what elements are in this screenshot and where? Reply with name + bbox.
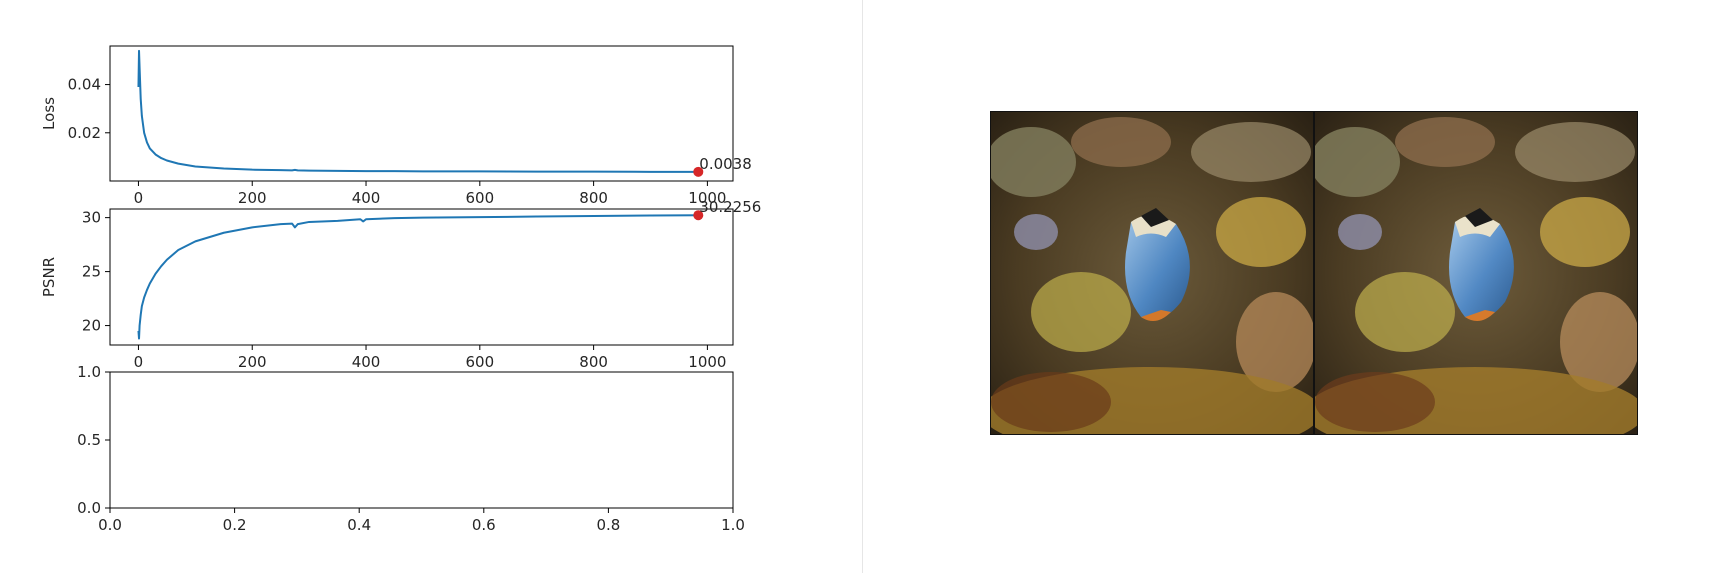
x-tick-label: 200: [238, 189, 267, 207]
y-axis-label: PSNR: [40, 257, 58, 297]
y-tick-label: 30: [82, 209, 101, 227]
final-value-label: 30.2256: [699, 198, 761, 216]
final-value-label: 0.0038: [699, 155, 752, 173]
x-tick-label: 0.4: [347, 516, 371, 534]
x-tick-label: 0: [134, 353, 144, 371]
reconstruction-image: [990, 111, 1314, 435]
final-value-marker: [693, 166, 704, 177]
final-value-marker: [693, 210, 704, 221]
axes-frame: [109, 45, 734, 182]
chart-2: 0 200 400 600 800 1000 20 25 30 PSNR 30.2256: [40, 198, 761, 371]
chart-3: 0.0 0.2 0.4 0.6 0.8 1.0 0.0 0.5 1.0: [77, 363, 745, 534]
y-tick-label: 0.04: [68, 76, 101, 94]
x-tick-label: 400: [352, 189, 381, 207]
image-comparison: [990, 111, 1638, 436]
y-tick-label: 0.02: [68, 124, 101, 142]
x-tick-label: 600: [465, 189, 494, 207]
x-tick-label: 600: [465, 353, 494, 371]
x-tick-label: 200: [238, 353, 267, 371]
target-image: [1314, 111, 1638, 435]
series-line-1: [137, 49, 699, 173]
y-tick-label: 25: [82, 263, 101, 281]
x-tick-label: 0.2: [223, 516, 247, 534]
y-tick-label: 0.0: [77, 499, 101, 517]
chart-1: 0 200 400 600 800 1000 0.02 0.04 Loss 0.0038: [40, 45, 752, 207]
axes-frame: [109, 208, 734, 346]
y-tick-label: 0.5: [77, 431, 101, 449]
y-tick-label: 20: [82, 317, 101, 335]
x-tick-label: 400: [352, 353, 381, 371]
x-tick-label: 1.0: [721, 516, 745, 534]
x-tick-label: 1000: [688, 189, 726, 207]
x-tick-label: 800: [579, 189, 608, 207]
y-axis-label: Loss: [40, 97, 58, 130]
y-tick-label: 1.0: [77, 363, 101, 381]
series-line-1: [137, 214, 699, 340]
x-tick-label: 0.8: [596, 516, 620, 534]
x-tick-label: 0.6: [472, 516, 496, 534]
x-tick-label: 1000: [688, 353, 726, 371]
axes-frame: [109, 371, 734, 509]
x-tick-label: 0: [134, 189, 144, 207]
x-tick-label: 0.0: [98, 516, 122, 534]
x-tick-label: 800: [579, 353, 608, 371]
panel-divider: [862, 0, 863, 573]
